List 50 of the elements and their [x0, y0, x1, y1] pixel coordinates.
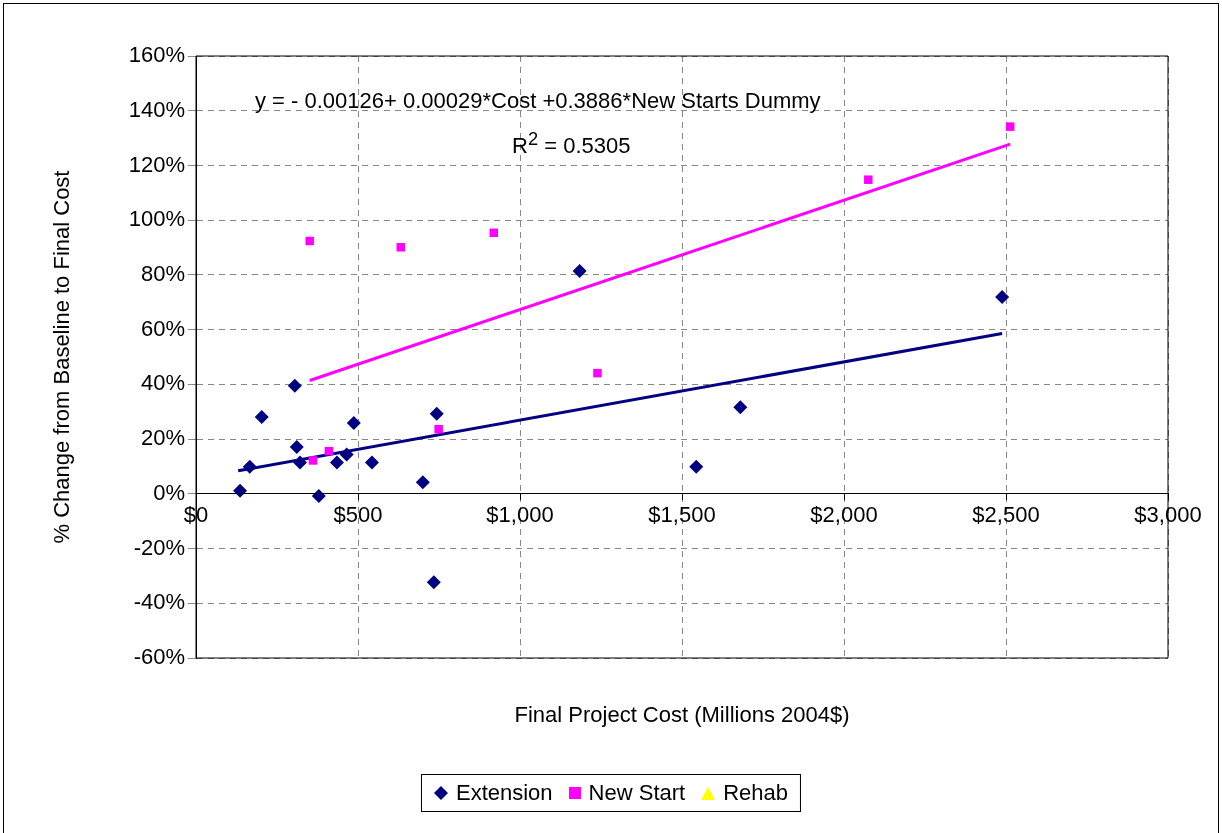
y-tick-label: 140% — [128, 96, 185, 122]
point — [311, 489, 326, 504]
point — [995, 290, 1010, 305]
point — [429, 406, 444, 421]
x-tick-label: $1,500 — [648, 502, 716, 528]
y-tick-label: -40% — [133, 589, 185, 615]
legend-label: New Start — [588, 780, 686, 806]
y-tick-label: 120% — [128, 151, 185, 177]
y-tick-label: -60% — [133, 644, 185, 670]
y-tick-label: 20% — [140, 425, 185, 451]
point — [233, 483, 248, 498]
y-tick-label: 80% — [140, 260, 185, 286]
y-tick-label: 60% — [140, 315, 185, 341]
x-tick-label: $2,500 — [972, 502, 1040, 528]
point — [689, 459, 704, 474]
point — [572, 264, 587, 279]
y-tick-label: -20% — [133, 534, 185, 560]
y-tick-label: 0% — [153, 479, 185, 505]
y-tick-label: 160% — [128, 42, 185, 68]
x-tick-label: $2,000 — [810, 502, 878, 528]
point — [329, 455, 344, 470]
legend-label: Extension — [455, 780, 553, 806]
point — [254, 409, 269, 424]
point — [287, 378, 302, 393]
point — [346, 415, 361, 430]
y-tick-label: 100% — [128, 206, 185, 232]
point — [293, 455, 307, 470]
point — [434, 425, 443, 434]
x-axis-title: Final Project Cost (Millions 2004$) — [513, 702, 851, 728]
point — [396, 243, 406, 252]
y-axis-title: % Change from Baseline to Final Cost — [49, 170, 75, 544]
point — [415, 475, 430, 490]
point — [364, 455, 379, 470]
y-tick-label: 40% — [140, 370, 185, 396]
point — [339, 447, 354, 462]
annotation: R$^{2}$ = 0.5305 — [512, 128, 631, 160]
point — [864, 175, 873, 184]
point — [305, 236, 314, 246]
legend-label: Rehab — [723, 780, 789, 806]
point — [593, 368, 602, 378]
point — [308, 456, 318, 465]
point — [733, 400, 748, 415]
x-tick-label: $500 — [333, 502, 383, 528]
annotation: y = - 0.00126+ 0.00029*Cost +0.3886*New Starts Dummy — [255, 88, 821, 114]
point — [1005, 122, 1015, 131]
x-tick-label: $3,000 — [1134, 502, 1202, 528]
point — [289, 440, 304, 455]
point — [242, 459, 257, 474]
x-tick-label: $1,000 — [486, 502, 554, 528]
point — [426, 575, 441, 590]
